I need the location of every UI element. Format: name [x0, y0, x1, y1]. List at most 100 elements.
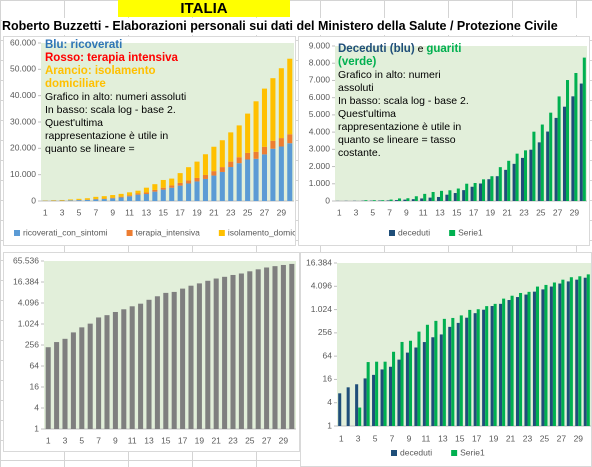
bar-segment — [118, 197, 124, 201]
x-tick-label: 21 — [209, 207, 219, 217]
bar-segment — [219, 171, 225, 201]
x-tick-label: 9 — [110, 207, 115, 217]
bar — [529, 149, 533, 201]
y-tick-label: 64 — [30, 360, 40, 370]
bar — [571, 96, 575, 201]
bar-segment — [135, 193, 141, 195]
bar-segment — [67, 200, 74, 201]
bar — [579, 83, 583, 201]
bar — [79, 327, 85, 429]
bar — [470, 186, 474, 201]
bar — [196, 283, 202, 429]
bar-segment — [110, 198, 116, 201]
x-tick-label: 25 — [536, 207, 546, 217]
y-tick-label: 1.024 — [18, 318, 40, 328]
bar — [255, 269, 261, 429]
bar-segment — [278, 68, 284, 139]
legend-label: Serie1 — [458, 227, 483, 237]
bar — [537, 142, 541, 201]
bar — [425, 324, 429, 426]
bar-segment — [261, 154, 268, 201]
bar-segment — [253, 151, 259, 159]
bar — [478, 183, 482, 201]
bar — [445, 194, 449, 201]
legend-swatch — [389, 230, 395, 236]
sheet-subtitle: Roberto Buzzetti - Elaborazioni personal… — [2, 18, 592, 35]
bar — [394, 200, 398, 201]
y-tick-label: 6.000 — [309, 92, 331, 102]
bar-segment — [236, 157, 242, 164]
bar — [554, 117, 558, 201]
bar — [414, 347, 418, 426]
bar — [62, 338, 68, 429]
bar-segment — [228, 161, 234, 168]
bar-segment — [160, 189, 166, 201]
bar — [423, 193, 427, 201]
bar — [346, 387, 350, 426]
bar — [154, 296, 160, 429]
x-tick-label: 13 — [438, 433, 448, 443]
y-tick-label: 4.000 — [309, 126, 331, 136]
bar-segment — [202, 178, 208, 201]
bar — [535, 286, 540, 426]
bar — [502, 298, 506, 426]
bar — [456, 188, 460, 201]
bar — [507, 160, 511, 201]
x-tick-label: 9 — [404, 207, 409, 217]
x-tick-label: 7 — [93, 207, 98, 217]
bar — [417, 331, 421, 426]
bar-segment — [186, 167, 192, 181]
x-tick-label: 5 — [79, 435, 84, 445]
note-line: Arancio: isolamento domiciliare — [45, 65, 187, 91]
bar — [213, 278, 219, 429]
note-text: In basso: scala log - base 2. — [338, 95, 469, 107]
bar-segment — [236, 163, 242, 201]
x-tick-label: 11 — [125, 207, 134, 217]
bar-segment — [169, 185, 175, 188]
x-tick-label: 7 — [390, 433, 395, 443]
x-tick-label: 13 — [435, 207, 445, 217]
bar-segment — [261, 146, 268, 155]
bar — [462, 190, 466, 201]
bar-segment — [127, 192, 133, 196]
bar — [96, 317, 102, 429]
y-tick-label: 1 — [34, 423, 39, 433]
note-text: Blu: ricoverati — [45, 39, 123, 51]
x-tick-label: 3 — [63, 435, 68, 445]
bar — [473, 183, 477, 201]
bar — [121, 309, 127, 429]
x-tick-label: 25 — [540, 433, 550, 443]
legend-swatch — [391, 450, 397, 456]
note-text: In basso: scala log - base 2. — [45, 104, 176, 116]
bar — [112, 311, 118, 429]
bar — [422, 342, 426, 426]
bar-segment — [228, 167, 234, 201]
legend-swatch — [451, 450, 458, 456]
x-tick-label: 19 — [195, 435, 205, 445]
bar-segment — [143, 194, 149, 201]
bar-segment — [135, 194, 141, 201]
y-tick-label: 10.000 — [10, 169, 36, 179]
sheet-title: ITALIA — [118, 0, 290, 17]
bar-segment — [135, 190, 141, 194]
bar-segment — [101, 199, 107, 201]
bar-segment — [152, 189, 158, 192]
note-line: Quest'ultima rappresentazione è utile in… — [338, 108, 478, 160]
x-tick-label: 15 — [159, 207, 169, 217]
bar — [541, 289, 545, 426]
bar-segment — [93, 199, 99, 201]
x-tick-label: 15 — [161, 435, 171, 445]
bar — [411, 199, 415, 201]
bar — [54, 342, 60, 429]
bar — [448, 190, 452, 201]
bar — [532, 131, 536, 201]
bar-segment — [127, 195, 133, 197]
bar — [222, 276, 228, 429]
bar — [420, 198, 424, 201]
legend-label: deceduti — [398, 227, 430, 237]
x-tick-label: 27 — [262, 435, 272, 445]
bar-segment — [194, 161, 200, 178]
bar-segment — [160, 187, 166, 190]
bar — [468, 309, 472, 426]
